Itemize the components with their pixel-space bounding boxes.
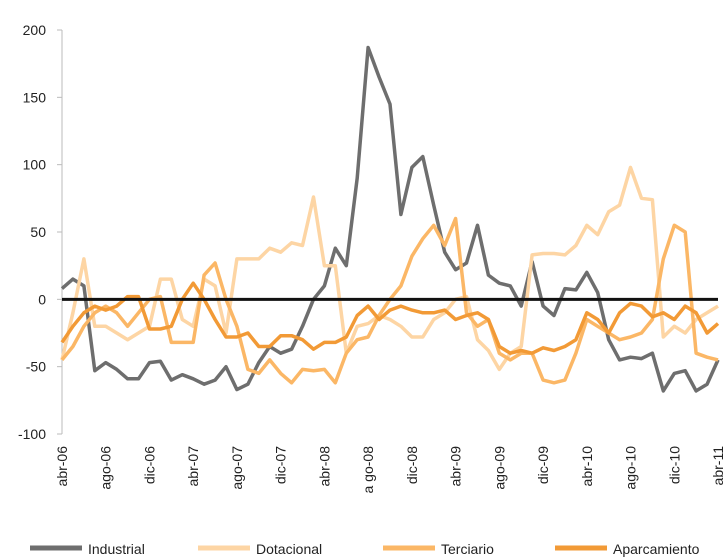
legend-label: Terciario <box>441 541 494 557</box>
legend-label: Dotacional <box>256 541 322 557</box>
x-tick-label: abr-08 <box>316 446 332 487</box>
legend-label: Aparcamiento <box>613 541 700 557</box>
y-tick-label: 150 <box>23 89 47 105</box>
y-tick-label: -100 <box>18 426 46 442</box>
y-tick-label: 100 <box>23 157 47 173</box>
series-line <box>60 281 720 355</box>
x-tick-label: ago-09 <box>491 446 507 490</box>
y-tick-label: 0 <box>38 291 46 307</box>
series-line <box>60 45 720 393</box>
x-tick-label: dic-09 <box>535 446 551 484</box>
x-tick-label: dic-06 <box>141 446 157 484</box>
x-tick-label: dic-07 <box>273 446 289 484</box>
y-tick-label: 200 <box>23 22 47 38</box>
x-tick-label: ago-06 <box>98 446 114 490</box>
x-tick-label: dic-08 <box>404 446 420 484</box>
legend-label: Industrial <box>88 541 145 557</box>
x-tick-label: ago-07 <box>229 446 245 490</box>
x-tick-label: abr-10 <box>579 446 595 487</box>
x-tick-label: abr-11 <box>710 446 723 486</box>
x-tick-label: ago-10 <box>623 446 639 490</box>
x-tick-label: abr-07 <box>185 446 201 487</box>
x-tick-label: a go-08 <box>360 446 376 494</box>
x-tick-label: dic-10 <box>666 446 682 484</box>
y-tick-label: -50 <box>26 359 46 375</box>
series-line <box>60 165 719 372</box>
x-tick-label: abr-06 <box>54 446 70 487</box>
y-tick-label: 50 <box>30 224 46 240</box>
x-tick-label: abr-09 <box>448 446 464 487</box>
